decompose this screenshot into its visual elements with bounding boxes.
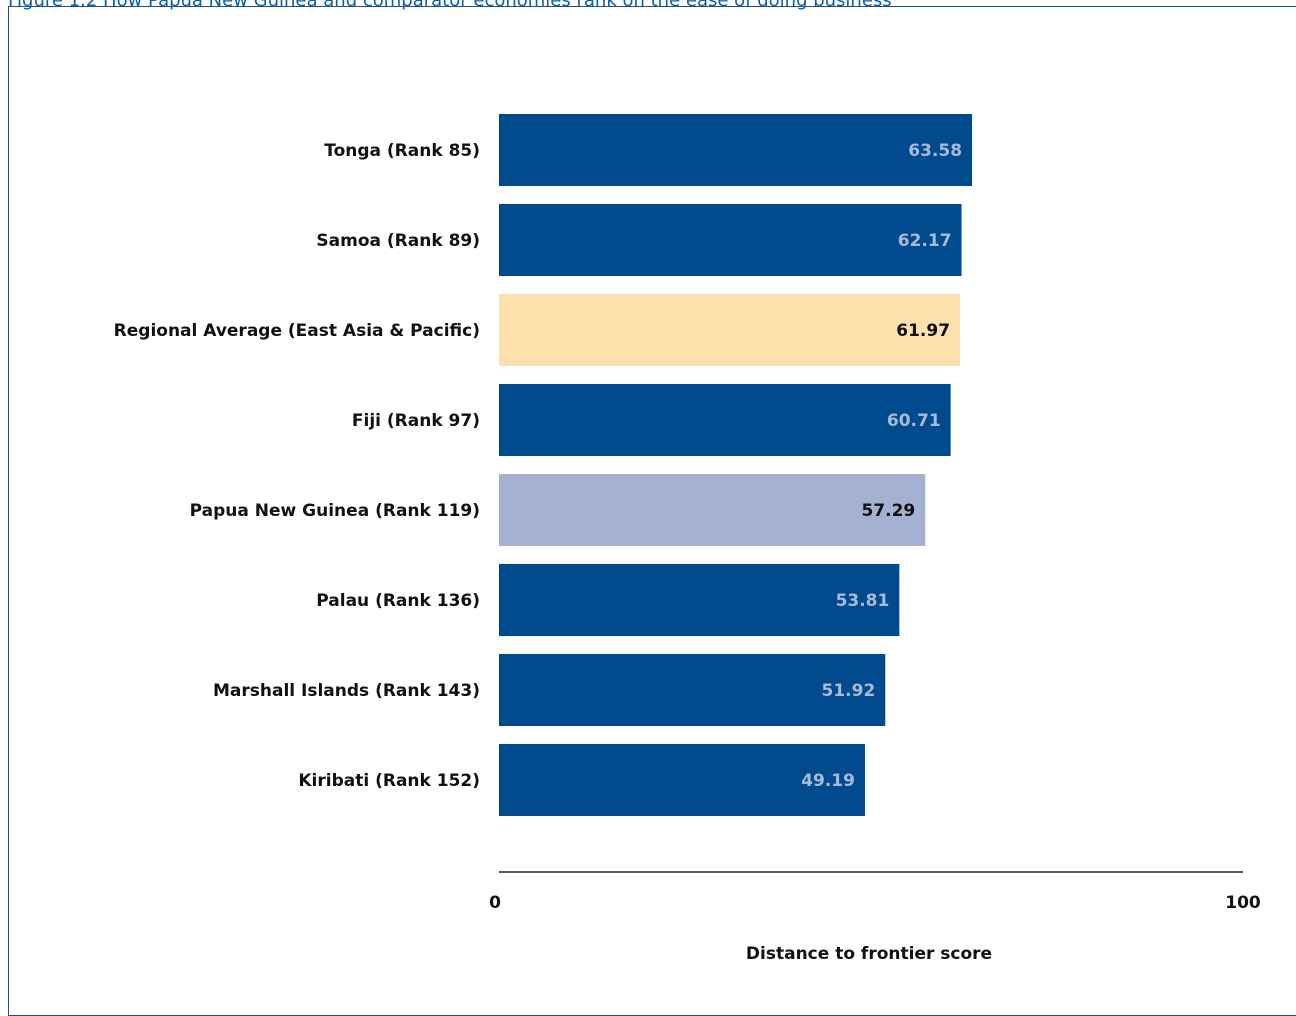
category-label: Papua New Guinea (Rank 119) — [190, 501, 480, 521]
value-label: 53.81 — [836, 591, 890, 611]
value-label: 60.71 — [887, 411, 941, 431]
category-label: Regional Average (East Asia & Pacific) — [114, 321, 480, 341]
category-label: Marshall Islands (Rank 143) — [213, 681, 480, 701]
bar — [499, 474, 926, 546]
x-tick-label: 0 — [489, 893, 501, 913]
bar — [499, 654, 886, 726]
value-label: 57.29 — [861, 501, 915, 521]
x-axis-title: Distance to frontier score — [746, 944, 992, 964]
bar — [499, 204, 962, 276]
value-label: 62.17 — [898, 231, 952, 251]
category-label: Samoa (Rank 89) — [316, 231, 480, 251]
category-label: Palau (Rank 136) — [316, 591, 480, 611]
x-tick-labels: 0 100 — [489, 893, 1261, 913]
bar — [499, 114, 973, 186]
value-label: 51.92 — [822, 681, 876, 701]
bar — [499, 294, 961, 366]
value-label: 63.58 — [908, 141, 962, 161]
bar — [499, 744, 865, 816]
figure-title: Figure 1.2 How Papua New Guinea and comp… — [8, 0, 892, 11]
bar — [499, 384, 951, 456]
category-label: Kiribati (Rank 152) — [298, 771, 480, 791]
category-labels: Tonga (Rank 85) Samoa (Rank 89) Regional A… — [114, 141, 480, 791]
value-label: 61.97 — [896, 321, 950, 341]
category-label: Tonga (Rank 85) — [324, 141, 480, 161]
value-label: 49.19 — [801, 771, 855, 791]
category-label: Fiji (Rank 97) — [352, 411, 480, 431]
bars-group — [499, 114, 973, 816]
x-tick-label: 100 — [1225, 893, 1261, 913]
value-labels: 63.58 62.17 61.97 60.71 57.29 53.81 51.92 49.19 — [801, 141, 962, 791]
bar — [499, 564, 900, 636]
